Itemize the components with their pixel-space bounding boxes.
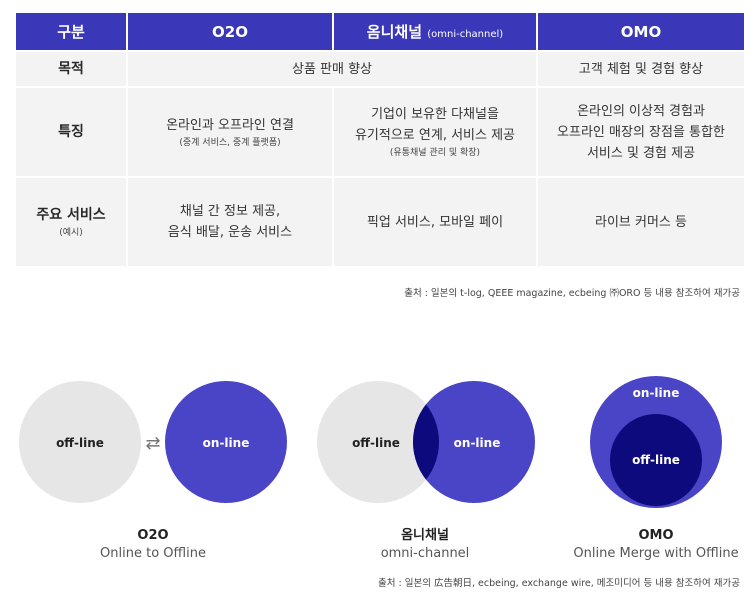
feature-omni-note: (유통채널 관리 및 확장) <box>389 148 481 158</box>
omo-caption: OMO Online Merge with Offline <box>546 527 752 563</box>
omo-caption-title: OMO <box>638 528 674 543</box>
omni-online-circle <box>413 381 535 503</box>
table-header-row: 구분 O2O 옴니채널 (omni-channel) OMO <box>16 13 744 50</box>
header-omni-sub: (omni-channel) <box>427 29 504 40</box>
feature-omo-line2: 오프라인 매장의 장점을 통합한 <box>557 124 725 140</box>
services-o2o-line2: 음식 배달, 운송 서비스 <box>167 225 293 240</box>
omo-offline-circle <box>610 414 702 506</box>
header-o2o: O2O <box>128 13 334 50</box>
o2o-offline-label: off-line <box>56 436 104 450</box>
omo-offline-label: off-line <box>632 453 680 467</box>
cell-feature-omni: 기업이 보유한 다채널을 유기적으로 연계, 서비스 제공 (유통채널 관리 및… <box>334 86 538 176</box>
o2o-online-label: on-line <box>203 436 250 450</box>
venn-diagrams: off-line on-line ⇄ off-line on-line on-l… <box>19 376 722 508</box>
exchange-arrows-icon: ⇄ <box>145 433 160 454</box>
table-row-services: 주요 서비스 (예시) 채널 간 정보 제공, 음식 배달, 운송 서비스 픽업… <box>16 176 744 266</box>
omo-online-label: on-line <box>633 386 680 400</box>
row-label-services: 주요 서비스 (예시) <box>16 176 128 266</box>
cell-services-omni: 픽업 서비스, 모바일 페이 <box>334 176 538 266</box>
omo-caption-subtitle: Online Merge with Offline <box>573 546 739 561</box>
table-row-purpose: 목적 상품 판매 향상 고객 체험 및 경험 향상 <box>16 50 744 86</box>
services-o2o-line1: 채널 간 정보 제공, <box>179 204 281 219</box>
cell-purpose-omo: 고객 체험 및 경험 향상 <box>538 50 744 86</box>
row-label-feature: 특징 <box>16 86 128 176</box>
header-category: 구분 <box>16 13 128 50</box>
header-omni: 옴니채널 (omni-channel) <box>334 13 538 50</box>
omni-offline-circle <box>317 381 439 503</box>
row-label-purpose: 목적 <box>16 50 128 86</box>
omni-online-label: on-line <box>454 436 501 450</box>
cell-feature-omo: 온라인의 이상적 경험과 오프라인 매장의 장점을 통합한 서비스 및 경험 제… <box>538 86 744 176</box>
feature-o2o-note: (중계 서비스, 중계 플랫폼) <box>179 137 281 148</box>
omni-caption: 옴니채널 omni-channel <box>325 527 525 563</box>
cell-purpose-o2o-omni: 상품 판매 향상 <box>128 50 538 86</box>
feature-omo-line1: 온라인의 이상적 경험과 <box>577 103 705 119</box>
o2o-diagram: off-line on-line ⇄ <box>19 381 287 503</box>
cell-services-o2o: 채널 간 정보 제공, 음식 배달, 운송 서비스 <box>128 176 334 266</box>
feature-omo-line3: 서비스 및 경험 제공 <box>586 145 696 161</box>
feature-omni-line1: 기업이 보유한 다채널을 <box>371 107 499 122</box>
o2o-caption-subtitle: Online to Offline <box>100 546 206 561</box>
o2o-caption-title: O2O <box>137 528 169 543</box>
comparison-table: 구분 O2O 옴니채널 (omni-channel) OMO 목적 상품 판매 … <box>16 13 744 266</box>
omni-diagram: off-line on-line <box>317 381 535 503</box>
omo-diagram: on-line off-line <box>590 376 722 508</box>
omni-offline-label: off-line <box>352 436 400 450</box>
services-label: 주요 서비스 <box>36 206 106 223</box>
omni-caption-subtitle: omni-channel <box>380 546 470 561</box>
o2o-offline-circle <box>19 381 141 503</box>
feature-o2o-main: 온라인과 오프라인 연결 <box>166 117 294 133</box>
o2o-online-circle <box>165 381 287 503</box>
table-row-feature: 특징 온라인과 오프라인 연결 (중계 서비스, 중계 플랫폼) 기업이 보유한… <box>16 86 744 176</box>
header-omo: OMO <box>538 13 744 50</box>
o2o-caption: O2O Online to Offline <box>53 527 253 563</box>
omni-caption-title: 옴니채널 <box>401 528 449 543</box>
cell-services-omo: 라이브 커머스 등 <box>538 176 744 266</box>
source-note-bottom: 출처 : 일본의 広告朝日, ecbeing, exchange wire, 메… <box>378 578 740 589</box>
feature-omni-line2: 유기적으로 연계, 서비스 제공 <box>354 128 516 143</box>
source-note-top: 출처 : 일본의 t-log, QEEE magazine, ecbeing ㈜… <box>404 288 740 299</box>
cell-feature-o2o: 온라인과 오프라인 연결 (중계 서비스, 중계 플랫폼) <box>128 86 334 176</box>
services-label-note: (예시) <box>59 227 83 238</box>
